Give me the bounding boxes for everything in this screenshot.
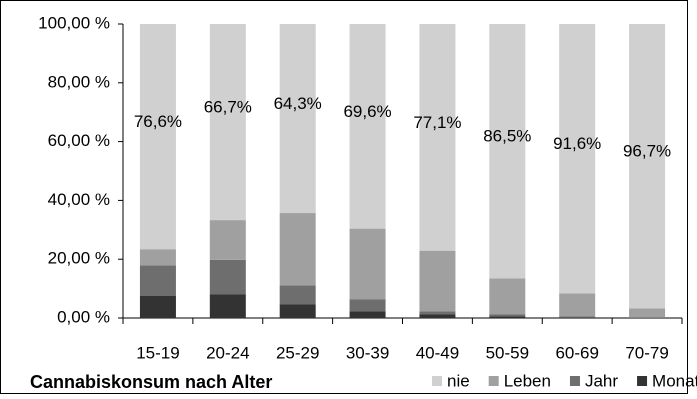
y-tick-label: 60,00 % xyxy=(48,131,110,150)
x-tick-label: 15-19 xyxy=(136,343,179,362)
data-label: 64,3% xyxy=(274,94,322,113)
bar-segment xyxy=(210,24,246,220)
bar-segment xyxy=(350,24,386,229)
bar-segment xyxy=(559,24,595,293)
y-tick-label: 20,00 % xyxy=(48,249,110,268)
x-tick-label: 30-39 xyxy=(346,343,389,362)
y-tick-label: 40,00 % xyxy=(48,190,110,209)
bar-segment xyxy=(559,293,595,316)
legend-label: Leben xyxy=(504,371,551,390)
bar-segment xyxy=(489,314,525,316)
x-tick-label: 25-29 xyxy=(276,343,319,362)
legend-swatch xyxy=(570,376,580,386)
data-label: 91,6% xyxy=(553,134,601,153)
legend-swatch xyxy=(489,376,499,386)
bar-segment xyxy=(419,314,455,318)
bar-segment xyxy=(419,251,455,312)
y-tick-label: 0,00 % xyxy=(57,307,110,326)
data-label: 86,5% xyxy=(483,127,531,146)
bar-segment xyxy=(489,317,525,318)
bar-segment xyxy=(559,317,595,318)
bar-segment xyxy=(280,213,316,285)
bar-segment xyxy=(559,317,595,318)
bar-segment xyxy=(140,265,176,295)
bar-segment xyxy=(350,312,386,318)
bar-segment xyxy=(489,278,525,314)
x-tick-label: 20-24 xyxy=(206,343,249,362)
chart-title: Cannabiskonsum nach Alter xyxy=(30,372,272,392)
legend-label: Monat xyxy=(652,371,697,390)
bar-segment xyxy=(280,304,316,318)
legend-swatch xyxy=(637,376,647,386)
bar-segment xyxy=(140,24,176,249)
legend-swatch xyxy=(432,376,442,386)
bar-segment xyxy=(419,312,455,315)
x-tick-label: 70-79 xyxy=(625,343,668,362)
bar-segment xyxy=(210,294,246,318)
bar-segment xyxy=(350,229,386,300)
bar-segment xyxy=(629,24,665,308)
bar-segment xyxy=(419,24,455,251)
data-label: 76,6% xyxy=(134,112,182,131)
data-label: 66,7% xyxy=(204,98,252,117)
bar-segment xyxy=(210,220,246,260)
y-tick-label: 80,00 % xyxy=(48,72,110,91)
bar-segment xyxy=(210,260,246,295)
x-tick-label: 50-59 xyxy=(486,343,529,362)
bar-segment xyxy=(489,24,525,278)
x-tick-label: 60-69 xyxy=(555,343,598,362)
bar-segment xyxy=(140,249,176,265)
data-label: 77,1% xyxy=(413,113,461,132)
data-label: 96,7% xyxy=(623,142,671,161)
bar-segment xyxy=(629,308,665,317)
bar-segment xyxy=(140,296,176,318)
legend-label: nie xyxy=(447,371,470,390)
bar-segment xyxy=(350,299,386,311)
y-tick-label: 100,00 % xyxy=(38,13,110,32)
legend-label: Jahr xyxy=(585,371,618,390)
bar-segment xyxy=(280,285,316,304)
x-tick-label: 40-49 xyxy=(416,343,459,362)
data-label: 69,6% xyxy=(343,102,391,121)
bar-segment xyxy=(280,24,316,213)
